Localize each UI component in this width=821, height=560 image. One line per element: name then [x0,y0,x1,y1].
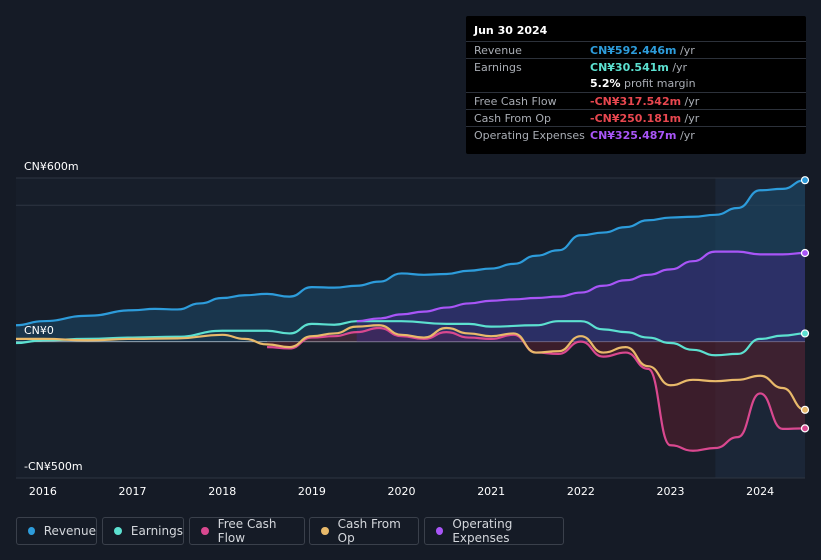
legend-dot-icon [28,527,35,535]
series-area-free-cash-flow [267,328,806,451]
y-axis-top-label: CN¥600m [24,160,79,173]
tooltip-value: -CN¥250.181m /yr [590,112,700,125]
x-tick-label: 2022 [567,485,595,498]
tooltip-label: Free Cash Flow [474,95,557,108]
tooltip-row-opex: Operating Expenses CN¥325.487m /yr [466,126,806,144]
series-line-cash-from-op [16,324,806,411]
x-tick-label: 2020 [388,485,416,498]
tooltip-row-margin: 5.2% profit margin [466,75,806,92]
legend-dot-icon [321,527,329,535]
legend-label: Free Cash Flow [217,517,277,545]
tooltip-row-fcf: Free Cash Flow -CN¥317.542m /yr [466,92,806,110]
tooltip-date: Jun 30 2024 [474,24,548,37]
legend-operating-expenses[interactable]: Operating Expenses [424,517,564,545]
legend-revenue[interactable]: Revenue [16,517,97,545]
legend-dot-icon [114,527,122,535]
series-line-earnings [15,320,806,357]
tooltip-value: CN¥325.487m /yr [590,129,695,142]
x-tick-label: 2016 [29,485,57,498]
tooltip-label: Cash From Op [474,112,552,125]
legend-free-cash-flow[interactable]: Free Cash Flow [189,517,305,545]
series-endpoint-revenue [800,176,810,185]
x-tick-label: 2019 [298,485,326,498]
legend-label: Cash From Op [337,517,401,545]
x-tick-label: 2017 [119,485,147,498]
tooltip-value: CN¥30.541m /yr [590,61,688,74]
series-line-revenue [15,179,806,327]
series-endpoint-free-cash-flow [800,424,810,433]
y-axis-zero-label: CN¥0 [24,324,54,337]
tooltip-row-earnings: Earnings CN¥30.541m /yr [466,58,806,76]
x-tick-label: 2023 [657,485,685,498]
tooltip-value: CN¥592.446m /yr [590,44,695,57]
legend-label: Revenue [43,524,96,538]
tooltip-label: Operating Expenses [474,129,585,142]
x-tick-label: 2024 [746,485,774,498]
series-line-operating-expenses [356,250,806,323]
legend-label: Earnings [130,524,183,538]
y-axis-bottom-label: -CN¥500m [24,460,83,473]
data-tooltip: Jun 30 2024 Revenue CN¥592.446m /yr Earn… [466,16,806,154]
tooltip-row-revenue: Revenue CN¥592.446m /yr [466,41,806,59]
tooltip-row-cfo: Cash From Op -CN¥250.181m /yr [466,109,806,127]
legend-label: Operating Expenses [452,517,513,545]
tooltip-label: Earnings [474,61,522,74]
series-area-operating-expenses [356,251,805,342]
tooltip-label: Revenue [474,44,522,57]
x-tick-label: 2018 [208,485,236,498]
series-endpoint-operating-expenses [800,248,810,258]
tooltip-value: 5.2% profit margin [590,77,696,90]
x-tick-label: 2021 [477,485,505,498]
tooltip-value: -CN¥317.542m /yr [590,95,700,108]
series-endpoint-earnings [800,329,810,338]
legend-cash-from-op[interactable]: Cash From Op [309,517,419,545]
legend-dot-icon [201,527,209,535]
legend-earnings[interactable]: Earnings [102,517,184,545]
series-endpoint-cash-from-op [800,405,810,414]
legend-dot-icon [436,527,444,535]
